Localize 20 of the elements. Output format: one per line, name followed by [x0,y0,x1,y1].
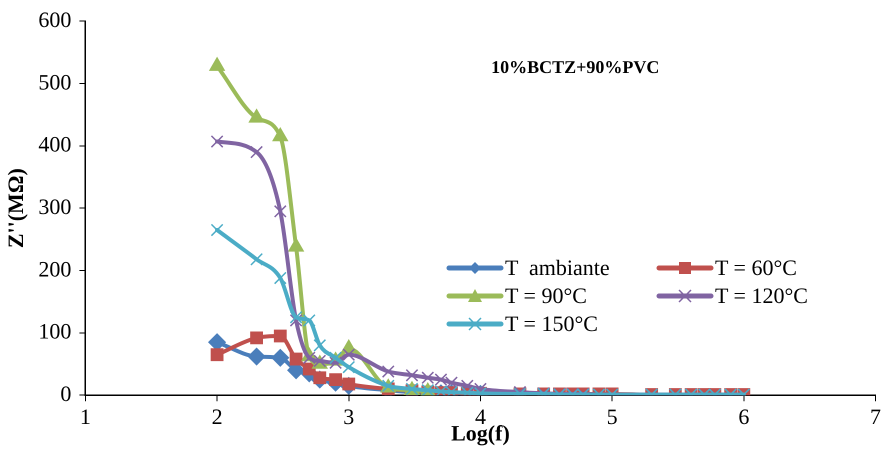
legend-label: T = 90°C [505,283,587,309]
x-tick-label: 3 [343,404,354,430]
y-tick-label: 600 [38,6,72,32]
legend-label: T = 60°C [715,255,797,281]
annotation: 10%BCTZ+90%PVC [491,56,660,77]
y-tick-label: 0 [60,380,72,406]
legend-label: T = 150°C [505,311,598,337]
y-tick-label: 400 [38,132,72,157]
y-tick-label: 300 [38,194,72,219]
x-tick-label: 6 [738,404,750,430]
legend-label: T = 120°C [715,283,808,309]
x-tick-label: 2 [212,404,223,430]
legend-label: T ambiante [505,255,610,281]
x-tick-label: 7 [870,404,881,430]
y-tick-label: 200 [38,256,72,282]
x-tick-label: 5 [606,404,618,430]
y-axis-title: Z''(MΩ) [2,168,28,248]
y-tick-label: 100 [38,318,72,344]
y-tick-label: 500 [38,69,72,94]
x-tick-label: 1 [80,404,91,430]
